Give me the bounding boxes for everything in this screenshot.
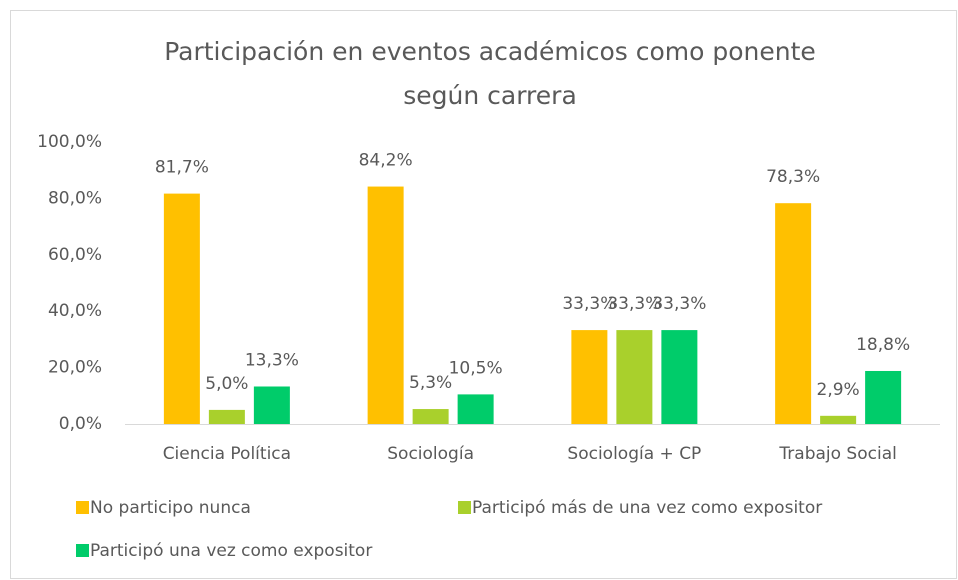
- y-tick-label: 0,0%: [59, 414, 102, 434]
- data-label: 13,3%: [245, 350, 299, 370]
- bar: [571, 330, 608, 424]
- data-label: 33,3%: [607, 294, 661, 314]
- data-label: 10,5%: [449, 358, 503, 378]
- bar: [616, 330, 653, 424]
- y-tick-label: 40,0%: [48, 301, 102, 321]
- legend-swatch: [76, 501, 89, 514]
- x-tick-label: Sociología + CP: [567, 444, 701, 464]
- x-tick-label: Sociología: [387, 444, 474, 464]
- data-label: 18,8%: [856, 335, 910, 355]
- data-label: 33,3%: [562, 294, 616, 314]
- data-label: 81,7%: [155, 158, 209, 178]
- y-tick-label: 80,0%: [48, 188, 102, 208]
- y-tick-label: 60,0%: [48, 245, 102, 265]
- y-tick-label: 100,0%: [37, 132, 102, 152]
- bar: [163, 193, 200, 424]
- legend-swatch: [458, 501, 471, 514]
- legend-label: Participó más de una vez como expositor: [472, 498, 822, 518]
- data-label: 5,0%: [205, 374, 248, 394]
- bar: [457, 394, 494, 424]
- bar: [367, 186, 404, 424]
- data-label: 5,3%: [409, 373, 452, 393]
- data-label: 78,3%: [766, 167, 820, 187]
- data-label: 33,3%: [652, 294, 706, 314]
- chart-title: Participación en eventos académicos como…: [164, 37, 816, 110]
- x-tick-label: Trabajo Social: [778, 444, 896, 464]
- bar: [865, 370, 902, 424]
- legend-label: No participo nunca: [90, 498, 251, 518]
- x-tick-label: Ciencia Política: [163, 444, 291, 464]
- data-label: 2,9%: [817, 380, 860, 400]
- bar: [661, 330, 698, 424]
- bar: [820, 415, 857, 424]
- data-label: 84,2%: [359, 151, 413, 171]
- bar: [412, 409, 449, 424]
- y-tick-label: 20,0%: [48, 358, 102, 378]
- bar: [775, 203, 812, 424]
- legend-label: Participó una vez como expositor: [90, 541, 372, 561]
- bar: [253, 386, 290, 424]
- bar: [208, 409, 245, 424]
- legend-swatch: [76, 544, 89, 557]
